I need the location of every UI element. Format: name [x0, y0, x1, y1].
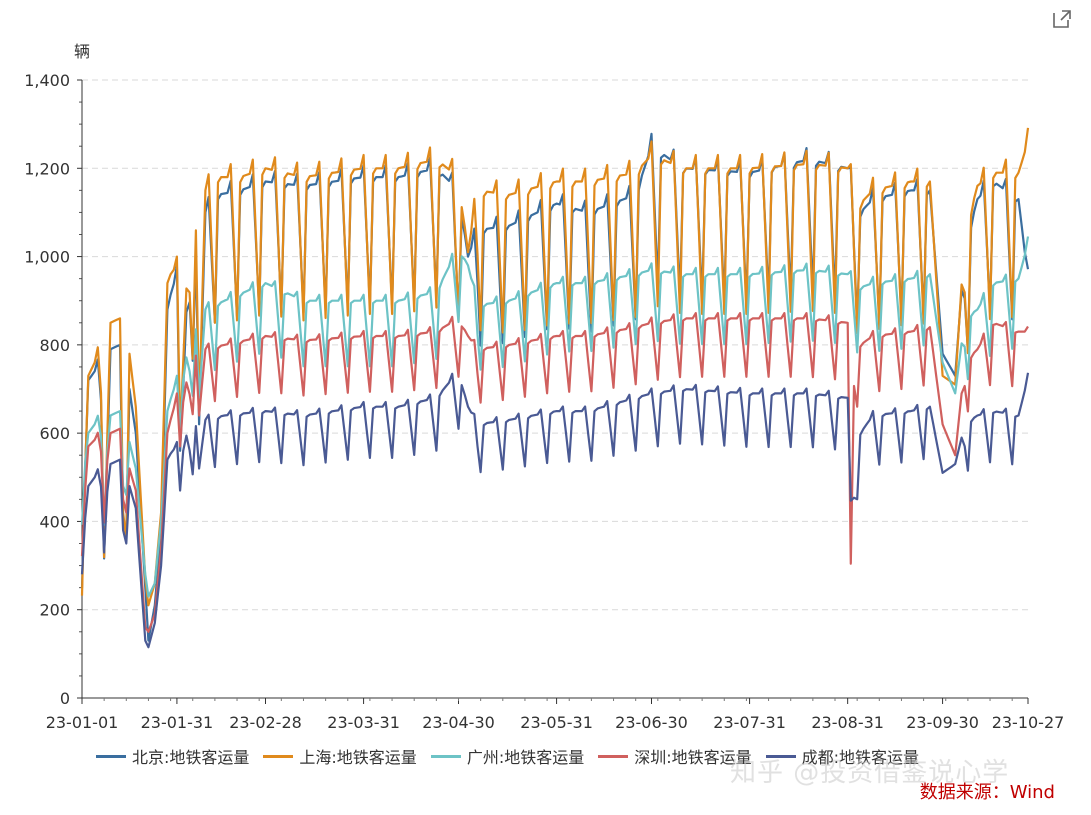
legend-label: 上海:地铁客运量 [299, 748, 417, 767]
x-tick-label: 23-01-31 [141, 713, 214, 732]
y-unit-label: 辆 [74, 42, 90, 61]
legend-item-chengdu[interactable]: 成都:地铁客运量 [765, 744, 920, 768]
x-tick-label: 23-09-30 [906, 713, 979, 732]
x-tick-label: 23-05-31 [520, 713, 593, 732]
legend-item-shenzhen[interactable]: 深圳:地铁客运量 [598, 744, 752, 768]
series-line-shanghai [80, 127, 1030, 607]
legend-item-guangzhou[interactable]: 广州:地铁客运量 [430, 744, 585, 768]
chart-legend: 北京:地铁客运量 上海:地铁客运量 广州:地铁客运量 深圳:地铁客运量 成都:地… [96, 744, 933, 768]
x-tick-label: 23-02-28 [229, 713, 302, 732]
legend-item-shanghai[interactable]: 上海:地铁客运量 [263, 744, 417, 768]
legend-label: 广州:地铁客运量 [466, 748, 585, 767]
x-tick-label: 23-04-30 [422, 713, 495, 732]
series-line-shenzhen [80, 312, 1029, 633]
x-tick-label: 23-01-01 [46, 713, 119, 732]
data-source-note: 数据来源：Wind [919, 782, 1055, 803]
legend-label: 北京:地铁客运量 [132, 748, 250, 767]
y-tick-label: 600 [39, 424, 70, 443]
legend-swatch [765, 754, 796, 758]
legend-swatch [598, 754, 629, 758]
y-tick-label: 1,000 [24, 248, 70, 267]
y-tick-label: 400 [39, 512, 70, 531]
y-tick-label: 1,200 [24, 159, 70, 178]
y-tick-label: 800 [39, 336, 70, 355]
legend-label: 成都:地铁客运量 [801, 748, 920, 767]
y-tick-label: 1,400 [24, 71, 70, 90]
legend-swatch [263, 754, 294, 758]
x-tick-label: 23-08-31 [811, 713, 884, 732]
legend-swatch [96, 754, 126, 758]
x-tick-label: 23-10-27 [992, 713, 1065, 732]
legend-item-beijing[interactable]: 北京:地铁客运量 [96, 744, 249, 768]
external-link-icon[interactable] [1051, 8, 1073, 30]
legend-label: 深圳:地铁客运量 [634, 748, 752, 767]
x-tick-label: 23-03-31 [327, 713, 400, 732]
series-line-beijing [80, 132, 1030, 642]
x-tick-label: 23-06-30 [615, 713, 688, 732]
legend-swatch [430, 754, 461, 758]
series-line-chengdu [80, 372, 1030, 649]
y-tick-label: 200 [39, 601, 70, 620]
x-tick-label: 23-07-31 [713, 713, 786, 732]
y-tick-label: 0 [60, 689, 70, 708]
series-line-guangzhou [80, 236, 1030, 598]
